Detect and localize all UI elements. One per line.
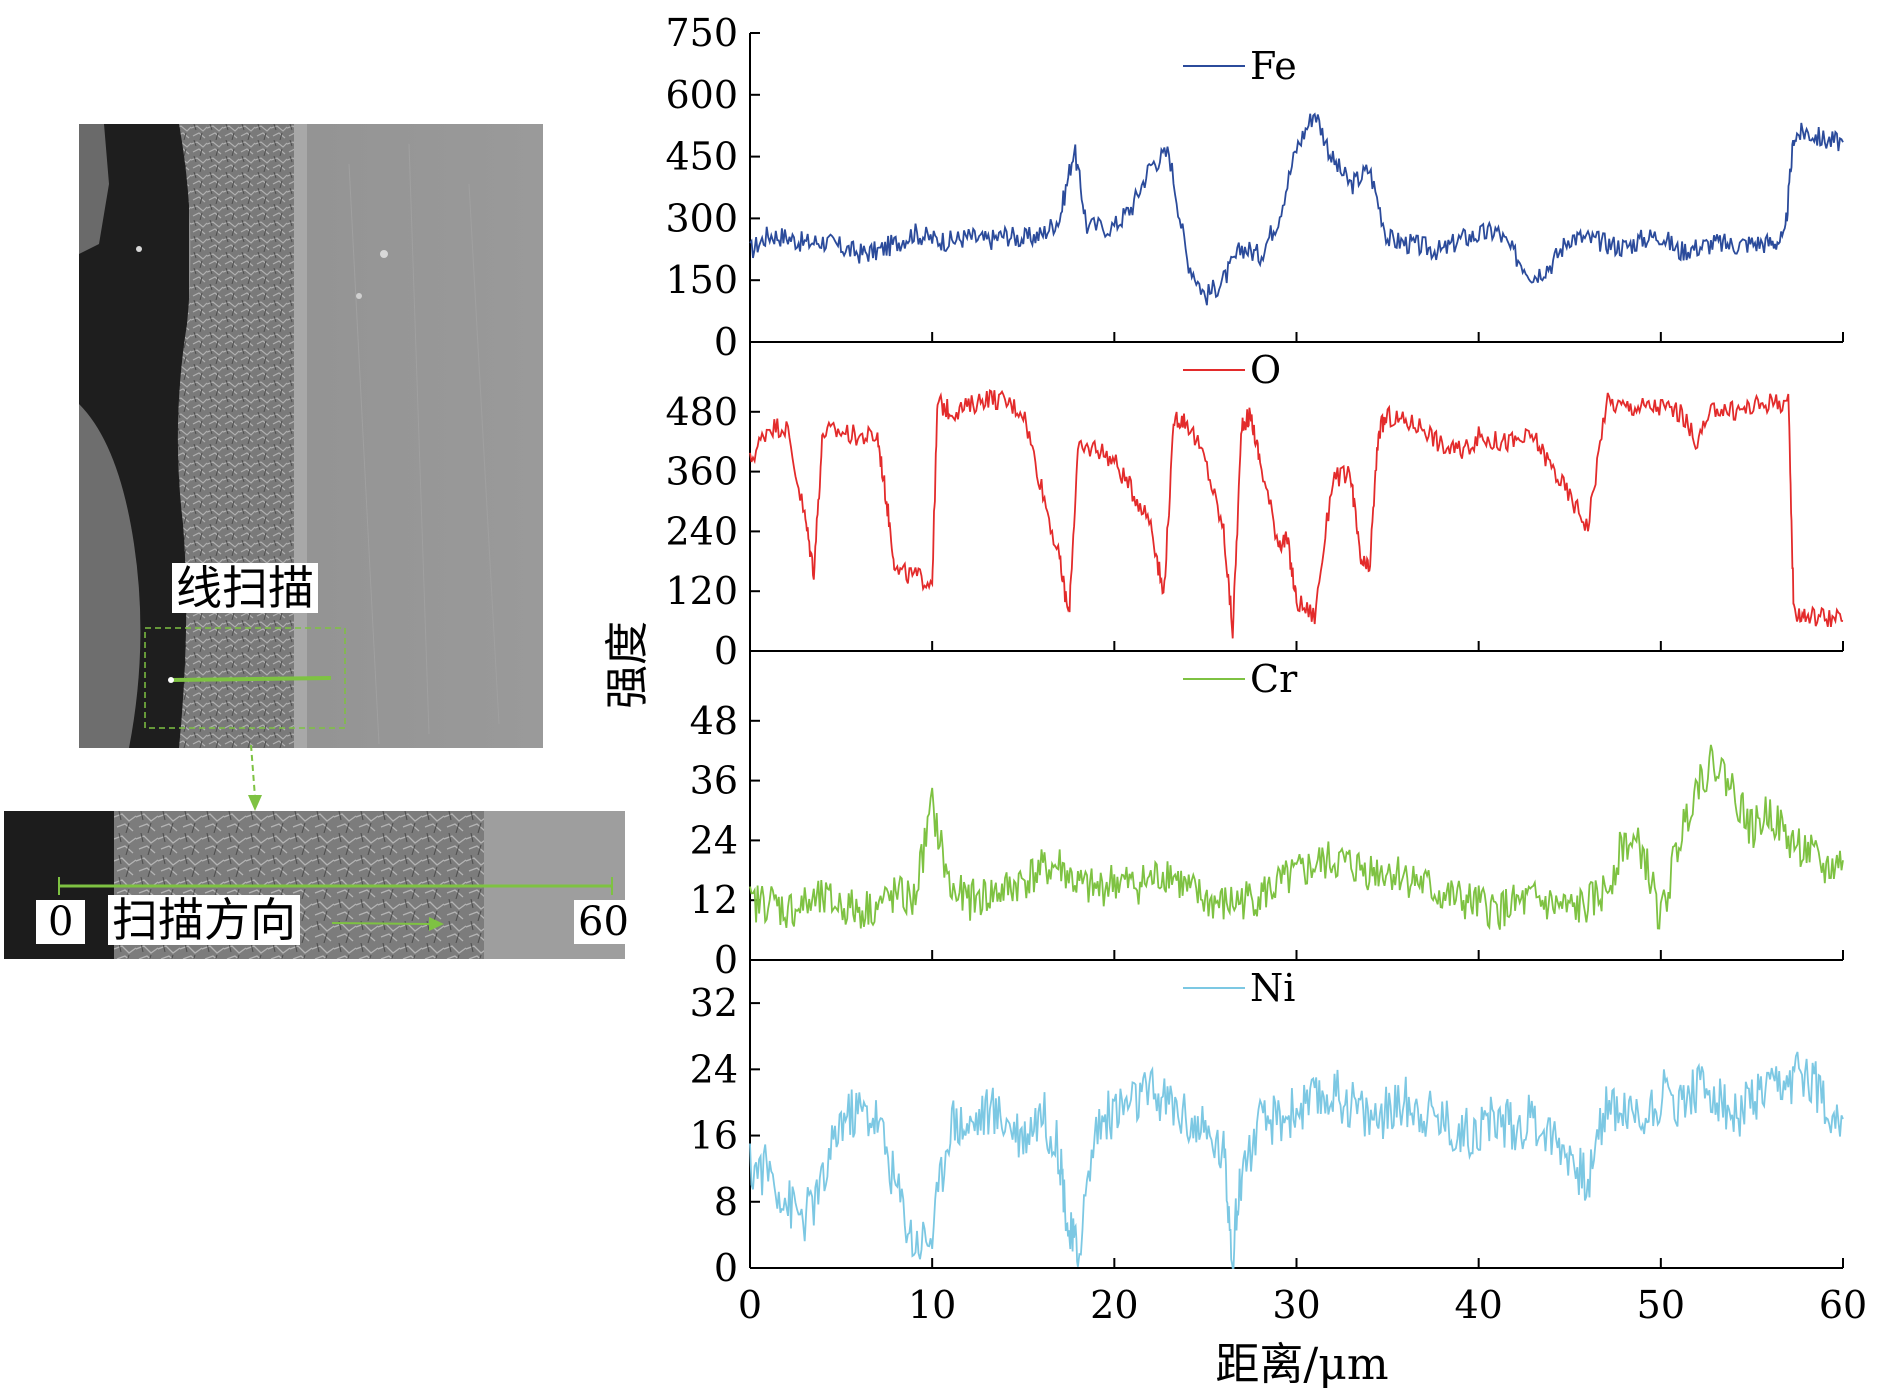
y-tick-label: 8 — [714, 1180, 738, 1224]
legend-label: Cr — [1250, 657, 1298, 701]
series-line-o — [749, 388, 1844, 639]
y-tick-label: 360 — [665, 450, 738, 494]
sem-zoomed-strip — [4, 811, 625, 959]
scan-direction-label: 扫描方向 — [108, 895, 300, 945]
y-axis-title: 强度 — [602, 621, 653, 709]
y-tick-label: 32 — [690, 981, 738, 1025]
series-line-cr — [749, 744, 1844, 931]
x-tick-label: 60 — [1819, 1283, 1867, 1327]
y-tick-label: 48 — [690, 699, 738, 743]
line-scan-chart: 0150300450600750Fe0120240360480O01224364… — [602, 11, 1867, 1390]
y-tick-label: 0 — [714, 938, 738, 982]
y-tick-label: 240 — [665, 509, 738, 553]
panel-ni: 0 8 16 24 32 Ni — [690, 960, 1844, 1290]
y-tick-label: 12 — [690, 878, 738, 922]
y-tick-label: 24 — [690, 1047, 738, 1091]
y-tick-label: 24 — [690, 818, 738, 862]
legend-label: Fe — [1250, 44, 1297, 88]
series-line-ni — [749, 1051, 1844, 1269]
x-tick-label: 0 — [738, 1283, 762, 1327]
y-tick-label: 150 — [665, 258, 738, 302]
x-tick-label: 10 — [908, 1283, 956, 1327]
scan-end-label: 60 — [574, 900, 633, 944]
x-tick-label: 50 — [1637, 1283, 1685, 1327]
panel-fe: 0 150 300 450 600 750 Fe — [665, 11, 1844, 364]
y-tick-label: 0 — [714, 1246, 738, 1290]
y-tick-label: 750 — [665, 11, 738, 55]
y-tick-label: 16 — [690, 1114, 738, 1158]
x-tick-label: 40 — [1454, 1283, 1502, 1327]
scan-start-label: 0 — [36, 900, 86, 944]
y-tick-label: 0 — [714, 629, 738, 673]
legend-label: O — [1250, 348, 1281, 392]
y-tick-label: 36 — [690, 759, 738, 803]
y-tick-label: 300 — [665, 196, 738, 240]
sem-micrograph — [79, 124, 543, 748]
x-axis-title: 距离/μm — [1215, 1339, 1388, 1390]
dashed-arrow — [248, 745, 262, 811]
legend-label: Ni — [1250, 966, 1295, 1010]
line-scan-label: 线扫描 — [172, 563, 318, 613]
y-tick-label: 0 — [714, 320, 738, 364]
series-line-fe — [749, 112, 1844, 306]
x-tick-label: 20 — [1090, 1283, 1138, 1327]
x-tick-label: 30 — [1272, 1283, 1320, 1327]
panel-o: 0 120 240 360 480 O — [665, 342, 1844, 673]
y-tick-label: 600 — [665, 73, 738, 117]
y-tick-label: 450 — [665, 135, 738, 179]
panel-cr: 0 12 24 36 48 Cr — [690, 651, 1844, 982]
y-tick-label: 480 — [665, 390, 738, 434]
y-tick-label: 120 — [665, 569, 738, 613]
